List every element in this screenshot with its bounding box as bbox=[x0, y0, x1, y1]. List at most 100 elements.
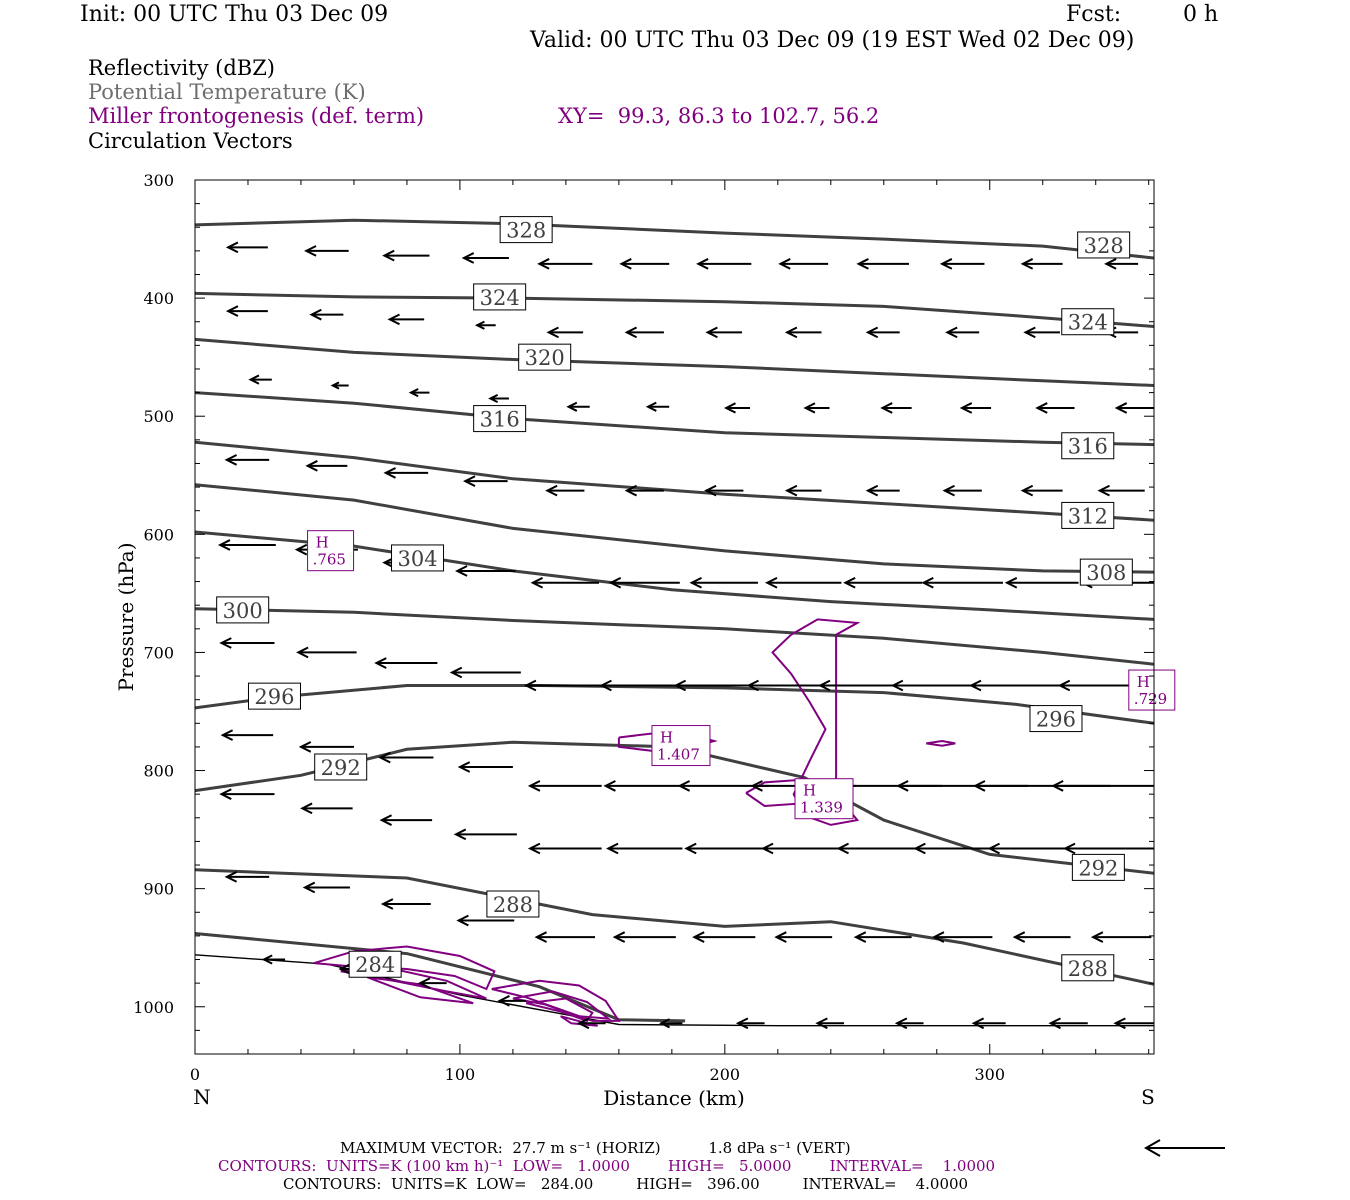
legend-circulation-vectors: Circulation Vectors bbox=[88, 129, 293, 153]
vector-arrowhead bbox=[696, 258, 709, 270]
vector-arrowhead bbox=[576, 1017, 590, 1030]
vector-arrowhead bbox=[462, 475, 476, 487]
terrain-surface-line bbox=[195, 954, 1154, 1027]
vector-arrowhead bbox=[659, 1018, 671, 1029]
vector-arrowhead bbox=[774, 931, 787, 943]
isentrope-288 bbox=[195, 868, 1154, 986]
vector-arrowhead bbox=[817, 679, 831, 692]
frontogenesis-contour bbox=[560, 1015, 598, 1027]
y-axis-label: Pressure (hPa) bbox=[114, 543, 138, 692]
vector-arrowhead bbox=[387, 313, 400, 326]
vector-arrowhead bbox=[545, 484, 558, 497]
vector-arrowhead bbox=[942, 484, 955, 497]
vector-arrowhead bbox=[527, 842, 541, 855]
vector-arrowhead bbox=[523, 679, 537, 692]
isentrope-label-box bbox=[314, 753, 368, 781]
vector-arrowhead bbox=[338, 963, 351, 975]
legend-reflectivity: Reflectivity (dBZ) bbox=[88, 56, 276, 80]
max-vector-note: MAXIMUM VECTOR: 27.7 m s⁻¹ (HORIZ) 1.8 d… bbox=[340, 1139, 851, 1157]
isentrope-label-box bbox=[247, 682, 301, 710]
vector-arrowhead bbox=[1035, 402, 1048, 414]
vector-arrowhead bbox=[612, 931, 626, 943]
isentrope-312 bbox=[195, 440, 1154, 522]
vector-arrowhead bbox=[294, 543, 308, 556]
vector-arrowhead bbox=[945, 326, 958, 339]
frontogenesis-max-box bbox=[1128, 669, 1176, 711]
vector-arrowhead bbox=[474, 320, 485, 330]
vector-arrowhead bbox=[534, 931, 547, 943]
vector-arrowhead bbox=[705, 326, 718, 339]
isentrope-label: 300 bbox=[223, 599, 263, 623]
vector-arrowhead bbox=[497, 995, 510, 1007]
vector-arrowhead bbox=[1104, 258, 1117, 270]
vector-arrowhead bbox=[225, 241, 239, 254]
vector-arrowhead bbox=[880, 402, 893, 414]
vector-arrowhead bbox=[735, 1017, 749, 1030]
frontogenesis-max-letter: H bbox=[803, 782, 816, 800]
vector-arrowhead bbox=[304, 245, 317, 257]
y-tick-label: 500 bbox=[143, 407, 174, 426]
isentrope-label-box bbox=[216, 596, 270, 624]
vector-arrowhead bbox=[1012, 931, 1026, 943]
vector-arrowhead bbox=[746, 679, 759, 692]
y-tick-label: 600 bbox=[143, 525, 174, 544]
vector-arrowhead bbox=[453, 828, 467, 841]
vector-arrowhead bbox=[378, 751, 391, 764]
isentrope-label-box bbox=[391, 544, 445, 572]
vector-arrowhead bbox=[219, 788, 232, 800]
vector-arrowhead bbox=[684, 842, 697, 855]
vector-arrowhead bbox=[300, 802, 313, 815]
vector-arrowhead bbox=[1113, 1017, 1126, 1030]
frontogenesis-max-box bbox=[307, 530, 355, 572]
legend-potential-temperature: Potential Temperature (K) bbox=[88, 80, 366, 104]
isentrope-label-box bbox=[499, 216, 553, 244]
reference-vector bbox=[1143, 1139, 1225, 1157]
vector-arrowhead bbox=[723, 402, 736, 414]
frontogenesis-max-value: .765 bbox=[313, 551, 346, 569]
isentrope-label-box bbox=[1061, 501, 1115, 529]
vector-arrowhead bbox=[959, 402, 973, 414]
vector-arrowhead bbox=[1023, 326, 1036, 339]
vector-arrowhead bbox=[456, 914, 469, 927]
vector-arrowhead bbox=[815, 1017, 828, 1030]
vector-arrowhead bbox=[894, 1017, 908, 1030]
frontogenesis-max-letter: H bbox=[660, 729, 673, 747]
isentrope-label: 316 bbox=[1068, 435, 1108, 459]
isentrope-label: 312 bbox=[1068, 504, 1108, 528]
vector-arrowhead bbox=[624, 326, 638, 339]
vector-arrowhead bbox=[1051, 780, 1064, 792]
vector-arrowhead bbox=[784, 326, 798, 339]
vector-arrowhead bbox=[248, 374, 260, 385]
vector-arrowhead bbox=[566, 401, 578, 412]
vector-arrowhead bbox=[890, 679, 904, 692]
isentrope-label: 288 bbox=[1068, 957, 1108, 981]
vector-arrowhead bbox=[380, 898, 394, 910]
vector-arrowhead bbox=[704, 484, 717, 497]
frontogenesis-contour-note: CONTOURS: UNITS=K (100 km h)⁻¹ LOW= 1.00… bbox=[218, 1157, 996, 1175]
vector-arrowhead bbox=[225, 305, 239, 317]
isentrope-300 bbox=[195, 607, 1154, 666]
vector-arrowhead bbox=[865, 326, 879, 339]
frontogenesis-contour bbox=[512, 990, 612, 1020]
vector-arrowhead bbox=[939, 258, 953, 270]
y-tick-label: 300 bbox=[143, 171, 174, 190]
vector-arrowhead bbox=[645, 401, 657, 412]
isentrope-label: 292 bbox=[321, 756, 361, 780]
frontogenesis-contour bbox=[366, 976, 474, 1005]
vector-arrowhead bbox=[224, 454, 238, 466]
x-tick-label: 300 bbox=[974, 1065, 1005, 1084]
vector-arrowhead bbox=[219, 637, 232, 649]
vector-arrowhead bbox=[972, 780, 986, 792]
x-tick-label: 200 bbox=[710, 1065, 741, 1084]
x-end-label: S bbox=[1141, 1085, 1155, 1109]
vector-arrowhead bbox=[379, 814, 393, 826]
isentrope-328 bbox=[195, 218, 1154, 260]
y-tick-label: 900 bbox=[143, 880, 174, 899]
vector-arrowhead bbox=[784, 484, 798, 497]
plot-frame bbox=[194, 179, 1155, 1055]
vector-arrowhead bbox=[408, 388, 419, 398]
vector-arrowhead bbox=[896, 780, 909, 792]
isentrope-label: 324 bbox=[1068, 311, 1108, 335]
isentrope-label-box bbox=[1061, 432, 1115, 460]
isentrope-label: 292 bbox=[1078, 856, 1118, 880]
